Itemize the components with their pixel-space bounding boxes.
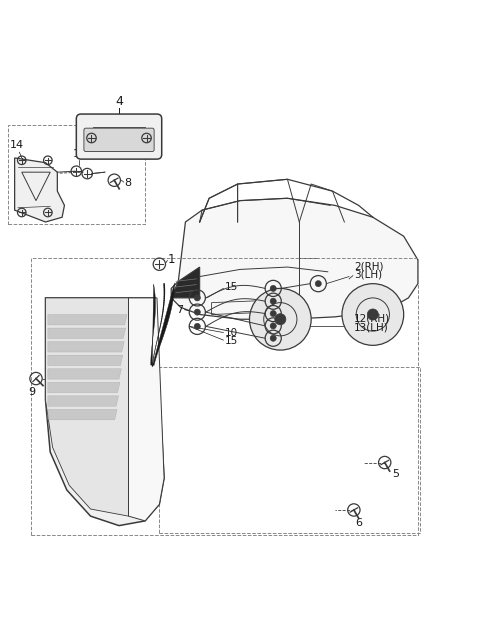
Circle shape [194,295,200,301]
Text: 8: 8 [124,178,131,188]
Circle shape [270,323,276,329]
Polygon shape [48,409,117,420]
Polygon shape [48,328,126,338]
Circle shape [342,284,404,345]
Polygon shape [46,298,164,526]
Polygon shape [48,396,119,406]
Circle shape [194,309,200,315]
Text: 4: 4 [115,96,123,108]
Text: 2(RH): 2(RH) [354,262,384,272]
Text: 7: 7 [176,305,183,314]
Circle shape [275,314,286,325]
Text: 11: 11 [73,149,87,159]
Polygon shape [48,342,124,352]
Polygon shape [48,382,120,392]
Circle shape [270,286,276,291]
Circle shape [250,289,311,350]
Circle shape [367,309,378,320]
Polygon shape [48,369,121,379]
Text: 13(LH): 13(LH) [354,322,389,332]
FancyBboxPatch shape [84,128,154,152]
Text: 3(LH): 3(LH) [354,270,382,280]
Polygon shape [48,314,127,325]
Polygon shape [48,355,123,365]
Polygon shape [151,283,175,367]
Circle shape [194,323,200,330]
Text: 15: 15 [225,336,238,346]
Text: 15: 15 [225,282,238,292]
FancyBboxPatch shape [76,114,162,159]
Circle shape [270,311,276,316]
Polygon shape [46,298,129,516]
Circle shape [315,281,321,287]
Text: 12(RH): 12(RH) [354,314,390,324]
Text: 6: 6 [355,518,362,528]
Text: 1: 1 [168,253,175,267]
Text: 10: 10 [225,328,238,338]
Polygon shape [171,267,200,298]
Text: 14: 14 [10,140,24,150]
Circle shape [270,335,276,342]
Polygon shape [171,198,418,320]
Text: 9: 9 [29,387,36,397]
Circle shape [270,298,276,304]
Polygon shape [14,158,64,222]
Text: 5: 5 [392,469,399,479]
Polygon shape [129,298,164,521]
